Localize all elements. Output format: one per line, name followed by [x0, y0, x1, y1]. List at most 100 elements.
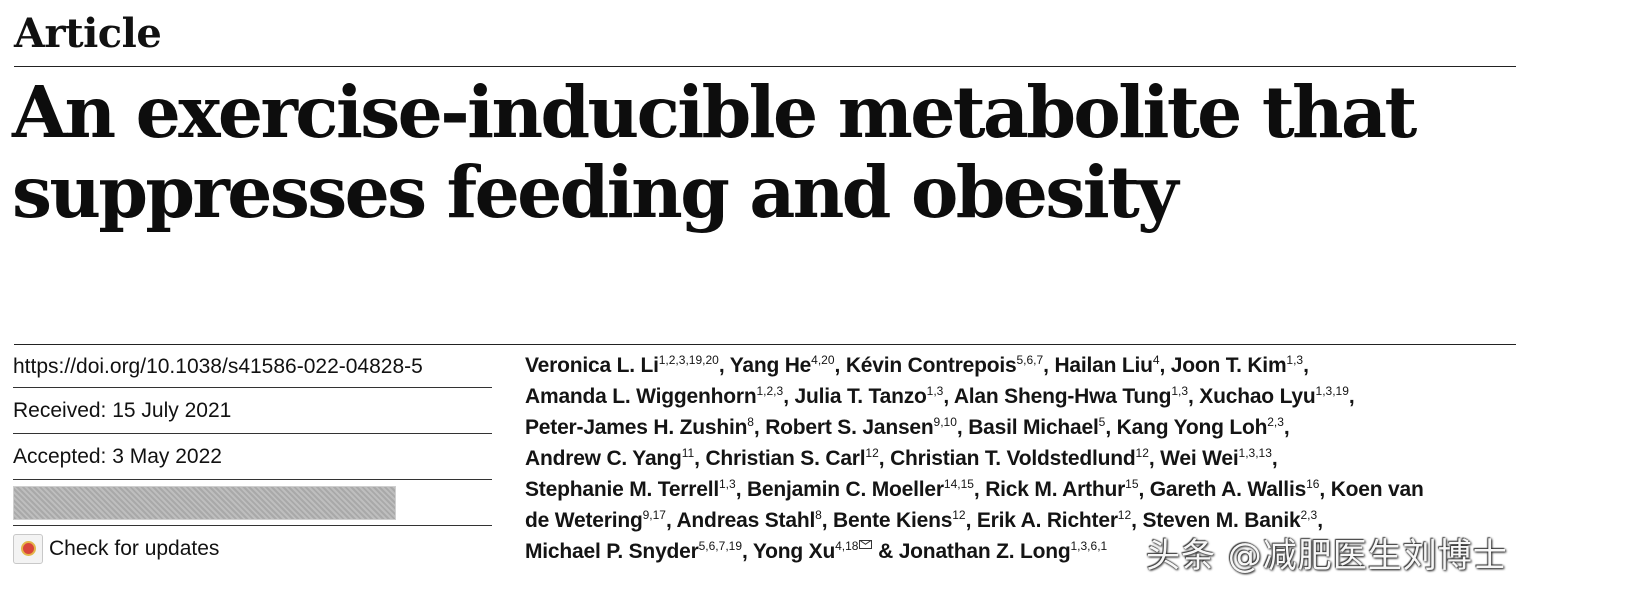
author-affiliation: 5,6,7 [1016, 353, 1044, 367]
author-separator: , [956, 416, 969, 439]
author-separator: , [1319, 478, 1331, 501]
author-affiliation: 1,2,3,19,20 [658, 353, 719, 367]
check-updates-row[interactable]: Check for updates [13, 526, 492, 571]
email-icon[interactable] [859, 540, 873, 549]
author-name[interactable]: Hailan Liu [1054, 354, 1153, 377]
author-separator: & [872, 540, 899, 563]
author-affiliation: 4 [1152, 353, 1160, 367]
author-list: Veronica L. Li1,2,3,19,20, Yang He4,20, … [525, 350, 1510, 567]
author-separator: , [694, 447, 706, 470]
author-name[interactable]: Amanda L. Wiggenhorn [525, 385, 757, 408]
author-affiliation: 1,3 [1171, 384, 1188, 398]
author-separator: , [1188, 385, 1200, 408]
author-affiliation: 9,10 [933, 415, 957, 429]
received-date: Received: 15 July 2021 [13, 388, 492, 434]
author-name[interactable]: Andrew C. Yang [525, 447, 682, 470]
title-line-2: suppresses feeding and obesity [12, 150, 1179, 234]
check-updates-label[interactable]: Check for updates [49, 536, 220, 560]
author-name[interactable]: Koen van [1330, 478, 1424, 501]
author-name[interactable]: Julia T. Tanzo [794, 385, 927, 408]
author-affiliation: 1,3,19 [1315, 384, 1349, 398]
author-name[interactable]: Michael P. Snyder [525, 540, 699, 563]
author-name[interactable]: Joon T. Kim [1170, 354, 1287, 377]
article-meta-column: https://doi.org/10.1038/s41586-022-04828… [13, 346, 492, 571]
author-separator: , [878, 447, 891, 470]
author-separator: , [1303, 354, 1309, 377]
author-name[interactable]: Wei Wei [1160, 447, 1239, 470]
author-name[interactable]: Yang He [729, 354, 812, 377]
author-name[interactable]: de Wetering [525, 509, 643, 532]
author-affiliation: 8 [747, 415, 754, 429]
watermark-text: 头条 @减肥医生刘博士 [1146, 536, 1508, 576]
author-separator: , [1105, 416, 1117, 439]
author-separator: , [943, 385, 954, 408]
author-separator: , [1317, 509, 1323, 532]
author-separator: , [1283, 416, 1290, 439]
author-separator: , [753, 416, 766, 439]
check-updates-icon[interactable] [13, 533, 43, 564]
article-title: An exercise-inducible metabolite that su… [12, 72, 1552, 232]
author-name[interactable]: Robert S. Jansen [765, 416, 934, 439]
author-name[interactable]: Christian S. Carl [705, 447, 866, 470]
author-separator: , [665, 509, 677, 532]
author-affiliation: 1,3,6,1 [1070, 539, 1108, 553]
author-line: Andrew C. Yang11, Christian S. Carl12, C… [525, 443, 1510, 474]
author-name[interactable]: Alan Sheng-Hwa Tung [953, 385, 1172, 408]
author-affiliation: 2,3 [1300, 508, 1318, 522]
author-affiliation: 5,6,7,19 [698, 539, 742, 553]
author-name[interactable]: Jonathan Z. Long [898, 540, 1071, 563]
author-separator: , [973, 478, 986, 501]
accepted-date: Accepted: 3 May 2022 [13, 434, 492, 480]
author-affiliation: 15 [1125, 477, 1139, 491]
author-affiliation: 8 [815, 508, 822, 522]
author-name[interactable]: Steven M. Banik [1142, 509, 1301, 532]
author-line: Amanda L. Wiggenhorn1,2,3, Julia T. Tanz… [525, 381, 1510, 412]
author-separator: , [1131, 509, 1143, 532]
author-affiliation: 11 [681, 446, 695, 460]
author-name[interactable]: Yong Xu [752, 540, 836, 563]
middle-divider [14, 344, 1516, 345]
doi-row: https://doi.org/10.1038/s41586-022-04828… [13, 346, 492, 388]
author-separator: , [1043, 354, 1055, 377]
author-name[interactable]: Rick M. Arthur [985, 478, 1126, 501]
redacted-row [13, 480, 492, 526]
author-separator: , [735, 478, 747, 501]
author-affiliation: 1,3 [719, 477, 736, 491]
author-line: de Wetering9,17, Andreas Stahl8, Bente K… [525, 505, 1510, 536]
author-affiliation: 12 [865, 446, 879, 460]
author-separator: , [783, 385, 795, 408]
author-name[interactable]: Bente Kiens [833, 509, 953, 532]
doi-link[interactable]: https://doi.org/10.1038/s41586-022-04828… [13, 354, 423, 378]
author-affiliation: 4,20 [811, 353, 835, 367]
author-line: Michael P. Snyder5,6,7,19, Yong Xu4,18 &… [525, 536, 1510, 567]
top-divider [14, 66, 1516, 67]
author-line: Veronica L. Li1,2,3,19,20, Yang He4,20, … [525, 350, 1510, 381]
author-name[interactable]: Kang Yong Loh [1116, 416, 1268, 439]
author-separator: , [821, 509, 834, 532]
author-affiliation: 4,18 [835, 539, 859, 553]
author-name[interactable]: Stephanie M. Terrell [525, 478, 719, 501]
author-name[interactable]: Peter-James H. Zushin [525, 416, 748, 439]
author-name[interactable]: Erik A. Richter [976, 509, 1118, 532]
author-name[interactable]: Xuchao Lyu [1199, 385, 1316, 408]
title-line-1: An exercise-inducible metabolite that [12, 70, 1417, 154]
author-name[interactable]: Basil Michael [968, 416, 1099, 439]
article-type-label: Article [14, 10, 162, 57]
author-separator: , [742, 540, 753, 563]
author-affiliation: 5 [1098, 415, 1106, 429]
author-separator: , [1348, 385, 1355, 408]
author-name[interactable]: Veronica L. Li [525, 354, 659, 377]
author-line: Peter-James H. Zushin8, Robert S. Jansen… [525, 412, 1510, 443]
author-name[interactable]: Christian T. Voldstedlund [890, 447, 1136, 470]
author-affiliation: 1,2,3 [756, 384, 784, 398]
author-name[interactable]: Andreas Stahl [676, 509, 816, 532]
author-affiliation: 12 [952, 508, 966, 522]
author-separator: , [1271, 447, 1278, 470]
author-name[interactable]: Benjamin C. Moeller [746, 478, 944, 501]
author-name[interactable]: Kévin Contrepois [845, 354, 1017, 377]
author-name[interactable]: Gareth A. Wallis [1149, 478, 1307, 501]
author-separator: , [1148, 447, 1161, 470]
author-affiliation: 2,3 [1267, 415, 1284, 429]
author-separator: , [1138, 478, 1150, 501]
